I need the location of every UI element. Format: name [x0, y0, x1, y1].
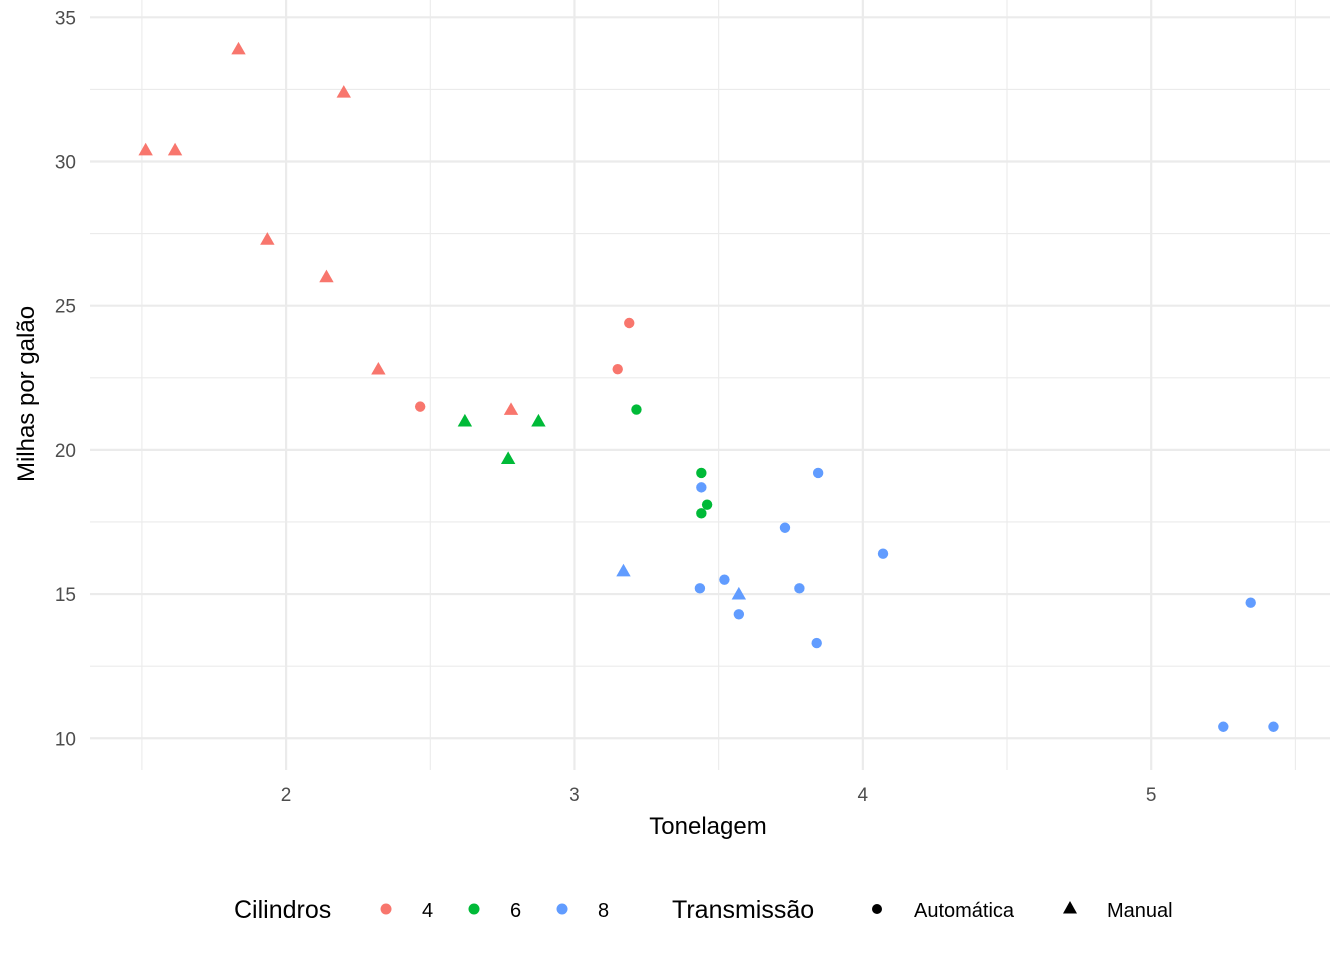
y-tick-label: 15 — [55, 585, 76, 606]
point-manual — [336, 85, 351, 98]
point-manual — [260, 232, 275, 245]
point-automatica — [624, 317, 635, 329]
x-tick-label: 2 — [281, 785, 292, 806]
point-automatica — [877, 548, 889, 559]
point-automatica — [794, 583, 805, 594]
legend-key-shape-circle — [872, 904, 882, 914]
legend-key-color-8 — [556, 903, 568, 915]
y-tick-label: 20 — [55, 441, 76, 462]
point-automatica — [812, 467, 824, 479]
grid-minor — [90, 0, 1330, 770]
point-manual — [167, 142, 183, 156]
y-tick-label: 10 — [55, 729, 76, 750]
point-automatica — [696, 467, 707, 479]
point-automatica — [414, 401, 426, 412]
legend-key-color-4 — [380, 903, 392, 915]
x-axis-title: Tonelagem — [649, 813, 766, 840]
point-automatica — [779, 522, 791, 533]
legend-title-shape: Transmissão — [672, 896, 814, 924]
point-automatica — [694, 583, 706, 594]
point-manual — [531, 413, 546, 427]
y-tick-label: 35 — [55, 8, 76, 29]
x-tick-label: 4 — [858, 785, 869, 806]
point-manual — [457, 413, 473, 427]
point-automatica — [811, 637, 822, 649]
legend-title-color: Cilindros — [234, 896, 331, 924]
point-manual — [500, 451, 516, 464]
grid-major — [90, 0, 1330, 770]
point-automatica — [1268, 721, 1279, 732]
y-axis-ticks: 10 15 20 25 30 35 — [55, 8, 76, 750]
y-axis-title: Milhas por galão — [13, 306, 40, 482]
legend-label-color-8: 8 — [598, 900, 609, 922]
point-automatica — [696, 482, 707, 493]
point-automatica — [1218, 721, 1229, 732]
point-automatica — [631, 404, 642, 415]
point-automatica — [1245, 597, 1256, 608]
legend-key-shape-triangle — [1063, 901, 1077, 914]
legend-label-color-6: 6 — [510, 900, 521, 922]
legend-key-color-6 — [468, 903, 480, 915]
point-automatica — [733, 609, 745, 620]
x-axis-ticks: 2 3 4 5 — [281, 785, 1157, 806]
point-automatica — [696, 508, 707, 519]
point-automatica — [612, 363, 623, 375]
point-manual — [319, 269, 334, 283]
x-tick-label: 3 — [569, 785, 580, 806]
legend-label-shape-manual: Manual — [1107, 900, 1173, 922]
point-manual — [138, 142, 153, 156]
y-tick-label: 30 — [55, 152, 76, 173]
point-manual — [503, 402, 519, 415]
point-manual — [371, 361, 386, 375]
point-automatica — [719, 574, 730, 585]
point-manual — [731, 586, 747, 600]
x-tick-label: 5 — [1146, 785, 1157, 806]
y-tick-label: 25 — [55, 297, 76, 318]
point-manual — [616, 563, 631, 577]
legend-label-color-4: 4 — [422, 900, 433, 922]
legend: Cilindros 4 6 8 Transmissão Automática M… — [234, 896, 1173, 924]
legend-label-shape-automatica: Automática — [914, 900, 1015, 922]
data-points — [138, 41, 1279, 732]
point-automatica — [701, 499, 713, 510]
point-manual — [231, 41, 246, 55]
